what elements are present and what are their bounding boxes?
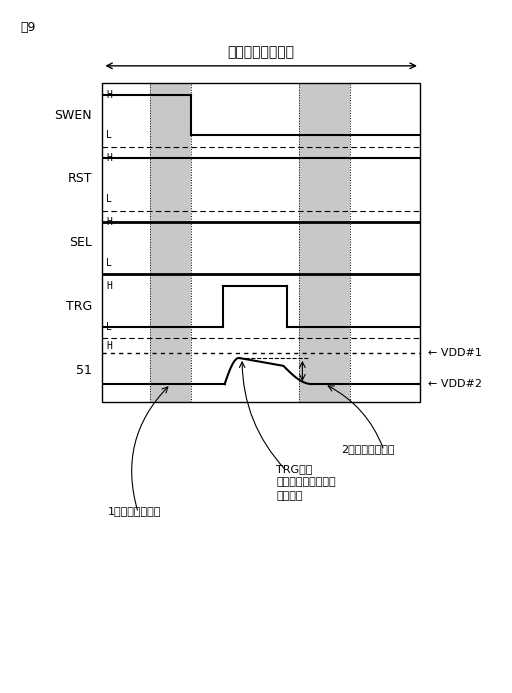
Text: 読み出しフェーズ: 読み出しフェーズ (228, 45, 294, 59)
Text: 2回目の読み出し: 2回目の読み出し (341, 444, 394, 453)
Text: H: H (106, 89, 112, 100)
Text: L: L (106, 194, 112, 204)
Text: L: L (106, 258, 112, 268)
Text: 51: 51 (76, 364, 92, 376)
Text: 1回目の読み出し: 1回目の読み出し (108, 506, 161, 516)
Text: RST: RST (68, 173, 92, 185)
Text: TRG: TRG (66, 300, 92, 313)
Text: L: L (106, 130, 112, 141)
Text: ← VDD#1: ← VDD#1 (428, 348, 481, 358)
Text: SWEN: SWEN (55, 109, 92, 121)
Text: TRGとの
カップリングによる
電圧上昇: TRGとの カップリングによる 電圧上昇 (276, 464, 336, 501)
Text: H: H (106, 342, 112, 351)
Text: H: H (106, 153, 112, 164)
Text: H: H (106, 281, 112, 291)
Text: ← VDD#2: ← VDD#2 (428, 379, 481, 389)
Text: H: H (106, 217, 112, 227)
Text: L: L (106, 322, 112, 332)
Text: 図9: 図9 (20, 21, 36, 34)
Text: SEL: SEL (69, 236, 92, 249)
